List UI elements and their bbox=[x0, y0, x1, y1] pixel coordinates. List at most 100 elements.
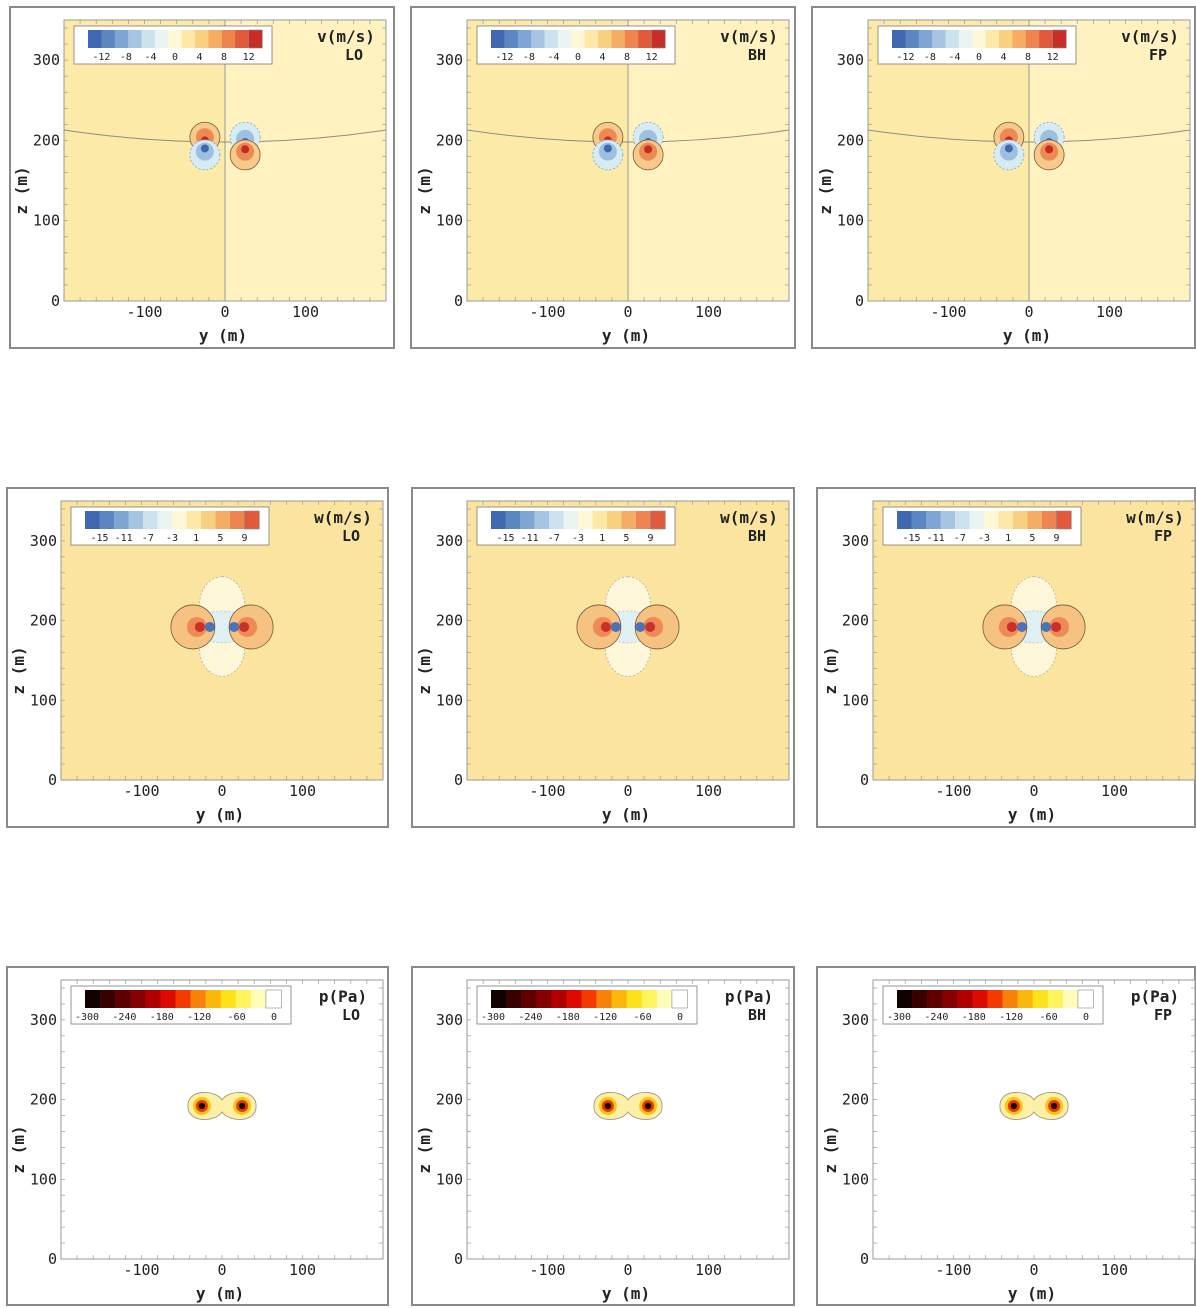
chart-svg: -100 0 100 0 100 200 300 y (m) z (m) -300 -240 -180… bbox=[415, 979, 790, 1303]
colorbar-swatch bbox=[157, 511, 173, 529]
z-axis-label: z (m) bbox=[821, 1125, 840, 1173]
variable-label: w(m/s) bbox=[1126, 508, 1184, 527]
colorbar-swatch bbox=[638, 30, 652, 48]
z-tick-label: 0 bbox=[48, 1250, 57, 1268]
z-tick-label: 100 bbox=[436, 212, 463, 230]
colorbar-swatch bbox=[235, 990, 252, 1008]
vortex-right-lower-core bbox=[241, 145, 250, 154]
plot-background bbox=[873, 980, 1195, 1259]
colorbar-swatch bbox=[141, 30, 156, 48]
variable-label: p(Pa) bbox=[319, 987, 367, 1006]
x-tick-label: 0 bbox=[1024, 303, 1033, 321]
z-axis-label: z (m) bbox=[415, 166, 434, 214]
colorbar-tick-label: -300 bbox=[481, 1012, 505, 1023]
colorbar-swatch bbox=[563, 511, 579, 529]
colorbar-tick-label: 0 bbox=[172, 52, 178, 63]
z-tick-label: 100 bbox=[842, 1170, 869, 1188]
colorbar-swatch bbox=[130, 990, 146, 1008]
colorbar-swatch bbox=[651, 29, 666, 49]
variable-label: w(m/s) bbox=[720, 508, 778, 527]
z-tick-label: 200 bbox=[30, 612, 57, 630]
pressure-core-right-inner bbox=[644, 1102, 652, 1110]
colorbar-tick-label: 4 bbox=[600, 52, 606, 63]
colorbar-swatch bbox=[1013, 511, 1028, 529]
z-tick-label: 300 bbox=[30, 532, 57, 550]
colorbar-swatch bbox=[641, 990, 658, 1008]
colorbar-swatch bbox=[636, 511, 651, 529]
x-tick-label: 100 bbox=[292, 303, 319, 321]
colorbar-tick-label: -300 bbox=[887, 1012, 911, 1023]
z-axis-label: z (m) bbox=[816, 166, 835, 214]
z-tick-label: 300 bbox=[33, 51, 60, 69]
plot-background bbox=[61, 980, 383, 1259]
colorbar-swatch bbox=[145, 990, 161, 1008]
colorbar-tick-label: -60 bbox=[634, 1012, 652, 1023]
colorbar-swatch bbox=[972, 30, 986, 48]
colorbar-tick-label: 5 bbox=[1029, 533, 1035, 544]
colorbar-swatch bbox=[624, 30, 639, 48]
colorbar-swatch bbox=[531, 30, 545, 48]
vortex-right-lower-core bbox=[1045, 145, 1054, 154]
colorbar-swatch bbox=[578, 511, 593, 529]
colorbar-swatch bbox=[244, 510, 260, 530]
colorbar-tick-label: -15 bbox=[902, 533, 920, 544]
z-tick-label: 200 bbox=[842, 612, 869, 630]
x-tick-label: -100 bbox=[529, 1261, 565, 1279]
colorbar-swatch bbox=[172, 511, 187, 529]
colorbar-swatch bbox=[1032, 990, 1049, 1008]
z-tick-label: 100 bbox=[33, 212, 60, 230]
chart-svg: -100 0 100 0 100 200 300 y (m) z (m) -12 -8 -4 0 4 8 12… bbox=[12, 19, 387, 345]
colorbar-tick-label: -120 bbox=[187, 1012, 211, 1023]
vortex-left-lower-core bbox=[200, 144, 209, 153]
colorbar-swatch bbox=[656, 990, 673, 1008]
x-tick-label: 100 bbox=[1101, 1261, 1128, 1279]
colorbar-swatch bbox=[551, 990, 567, 1008]
upwash-left-core bbox=[1006, 621, 1017, 632]
colorbar-swatch bbox=[942, 990, 958, 1008]
z-tick-label: 300 bbox=[842, 1011, 869, 1029]
z-tick-label: 200 bbox=[842, 1091, 869, 1109]
colorbar-swatch bbox=[897, 990, 913, 1008]
colorbar-swatch bbox=[955, 511, 970, 529]
downwash-left-core bbox=[1016, 621, 1027, 632]
x-axis-label: y (m) bbox=[602, 326, 650, 345]
colorbar-swatch bbox=[100, 990, 116, 1008]
colorbar-swatch bbox=[969, 511, 985, 529]
colorbar-tick-label: -3 bbox=[572, 533, 584, 544]
colorbar-swatch bbox=[534, 511, 550, 529]
colorbar-swatch bbox=[607, 511, 622, 529]
colorbar-tick-label: 12 bbox=[243, 52, 255, 63]
colorbar-swatch bbox=[505, 511, 521, 529]
colorbar-swatch bbox=[626, 990, 643, 1008]
colorbar-swatch bbox=[987, 990, 1003, 1008]
z-tick-label: 200 bbox=[436, 131, 463, 149]
colorbar-swatch bbox=[911, 511, 927, 529]
z-tick-label: 100 bbox=[30, 691, 57, 709]
colorbar-swatch bbox=[143, 511, 158, 529]
z-tick-label: 100 bbox=[837, 212, 864, 230]
x-axis-label: y (m) bbox=[1008, 805, 1056, 824]
colorbar-swatch bbox=[215, 511, 231, 529]
colorbar-swatch bbox=[905, 30, 920, 48]
colorbar-swatch bbox=[520, 511, 535, 529]
downwash-left-core bbox=[610, 621, 621, 632]
z-tick-label: 300 bbox=[436, 51, 463, 69]
colorbar-swatch bbox=[235, 30, 249, 48]
colorbar-swatch bbox=[1062, 990, 1079, 1008]
model-label: LO bbox=[342, 527, 360, 545]
colorbar-swatch bbox=[1047, 990, 1064, 1008]
x-tick-label: 100 bbox=[1101, 782, 1128, 800]
colorbar-swatch bbox=[1002, 990, 1018, 1008]
z-tick-label: 200 bbox=[33, 131, 60, 149]
colorbar-tick-label: 8 bbox=[1025, 52, 1031, 63]
colorbar-tick-label: 0 bbox=[575, 52, 581, 63]
z-tick-label: 300 bbox=[30, 1011, 57, 1029]
panel-w-bh: -100 0 100 0 100 200 300 y (m) z (m) -15 -11 -7 -3 1 5… bbox=[411, 487, 795, 828]
colorbar-tick-label: -4 bbox=[547, 52, 559, 63]
colorbar-swatch bbox=[536, 990, 552, 1008]
model-label: FP bbox=[1154, 1006, 1172, 1024]
model-label: LO bbox=[342, 1006, 360, 1024]
colorbar-swatch bbox=[1077, 989, 1094, 1009]
colorbar-swatch bbox=[958, 30, 973, 48]
colorbar-swatch bbox=[85, 511, 100, 529]
